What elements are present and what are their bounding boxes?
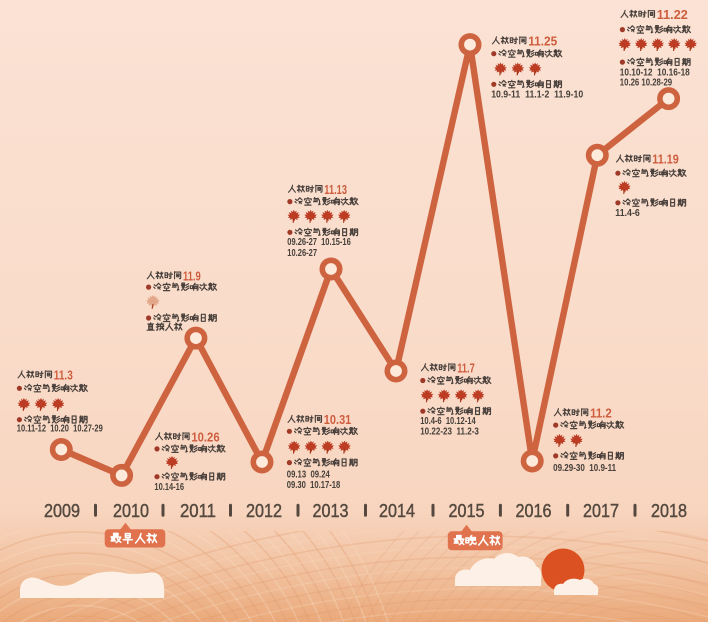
svg-text:11.22: 11.22 <box>657 8 688 22</box>
svg-text:11.7: 11.7 <box>457 362 475 376</box>
svg-text:09.13 09.24: 09.13 09.24 <box>287 470 330 481</box>
svg-text:2014: 2014 <box>379 500 415 521</box>
svg-text:10.14-16: 10.14-16 <box>154 482 184 493</box>
svg-text:09.30 10.17-18: 09.30 10.17-18 <box>287 480 341 491</box>
svg-text:10.10-12 10.16-18: 10.10-12 10.16-18 <box>620 67 690 78</box>
svg-text:2013: 2013 <box>313 500 349 521</box>
svg-text:2015: 2015 <box>449 500 485 521</box>
svg-text:11.4-6: 11.4-6 <box>615 208 640 219</box>
svg-text:10.9-11 11.1-2 11.9-10: 10.9-11 11.1-2 11.9-10 <box>491 89 583 100</box>
svg-text:10.4-6 10.12-14: 10.4-6 10.12-14 <box>420 416 476 427</box>
svg-text:11.25: 11.25 <box>528 35 557 49</box>
svg-text:2017: 2017 <box>583 500 619 521</box>
svg-text:10.22-23 11.2-3: 10.22-23 11.2-3 <box>420 427 479 438</box>
svg-text:2016: 2016 <box>516 500 552 521</box>
svg-text:10.31: 10.31 <box>324 413 352 427</box>
svg-text:2009: 2009 <box>44 500 80 521</box>
svg-text:2010: 2010 <box>113 500 149 521</box>
svg-text:11.3: 11.3 <box>54 369 73 383</box>
svg-text:2011: 2011 <box>180 500 216 521</box>
svg-text:10.26: 10.26 <box>191 431 219 445</box>
svg-text:2018: 2018 <box>651 500 687 521</box>
svg-text:10.26-27: 10.26-27 <box>287 248 317 259</box>
svg-text:10.11-12 10.20 10.27-29: 10.11-12 10.20 10.27-29 <box>17 423 103 434</box>
svg-text:11.9: 11.9 <box>183 270 201 284</box>
svg-text:11.13: 11.13 <box>324 183 347 197</box>
svg-text:10.26 10.28-29: 10.26 10.28-29 <box>620 78 673 89</box>
svg-text:11.19: 11.19 <box>652 153 678 167</box>
svg-text:2012: 2012 <box>246 500 282 521</box>
svg-text:09.29-30 10.9-11: 09.29-30 10.9-11 <box>553 463 616 474</box>
svg-text:11.2: 11.2 <box>590 407 612 421</box>
svg-text:09.26-27 10.15-16: 09.26-27 10.15-16 <box>287 237 351 248</box>
